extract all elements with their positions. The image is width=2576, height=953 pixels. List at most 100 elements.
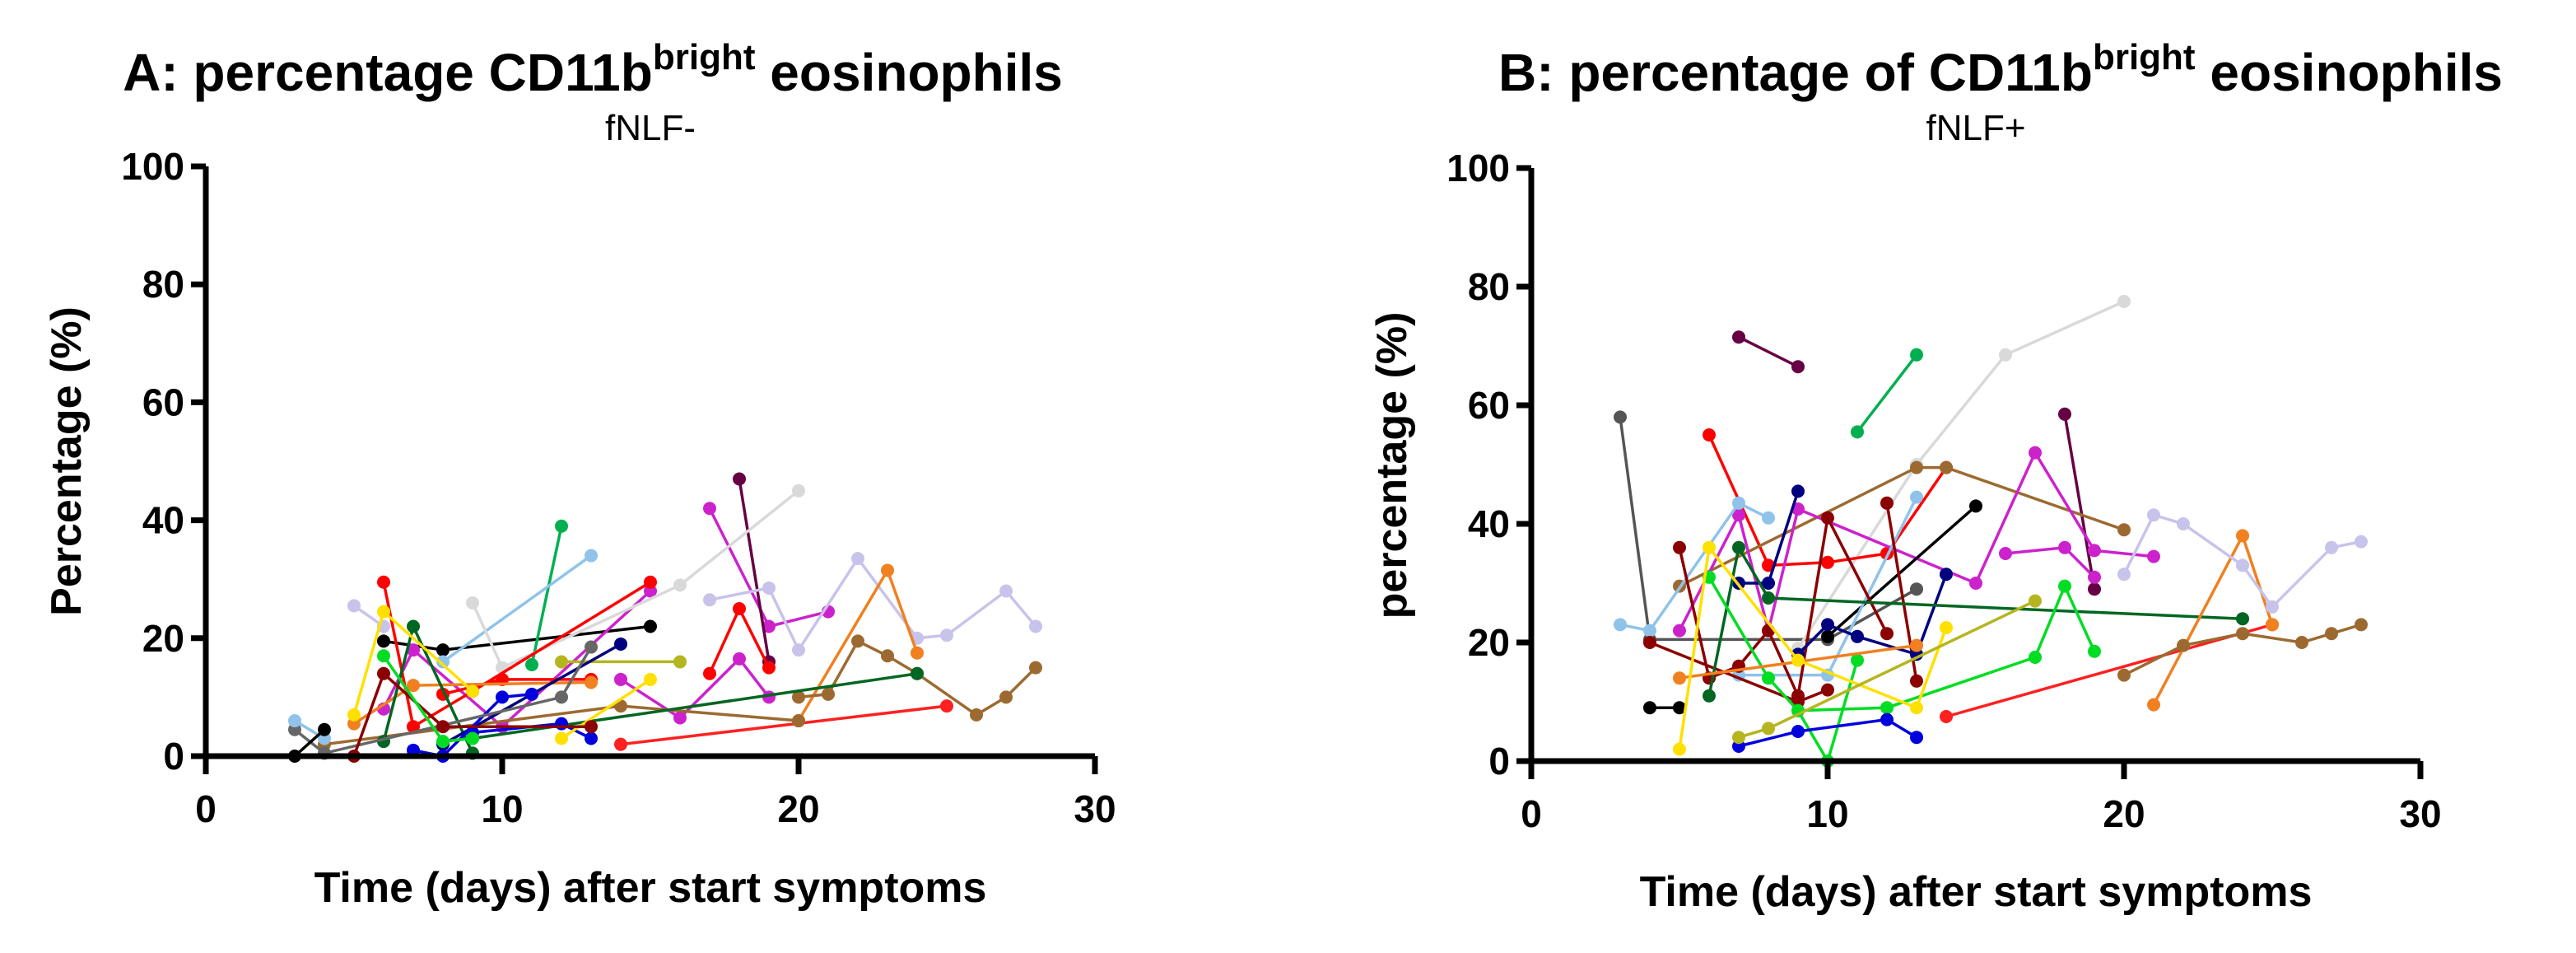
- panel-b-data-point: [1821, 618, 1834, 632]
- panel-a-data-point: [614, 737, 627, 751]
- panel-a-title: A: percentage CD11bbright eosinophils: [123, 37, 1063, 102]
- panel-b-y-tick-label: 20: [1468, 621, 1510, 664]
- panel-a-y-tick-label: 40: [142, 499, 184, 542]
- panel-b-series-line-2: [1856, 353, 1918, 433]
- panel-a-data-point: [1029, 619, 1042, 633]
- panel-b-data-point: [1821, 629, 1834, 643]
- panel-a-data-point: [614, 672, 627, 686]
- panel-a-data-point: [733, 602, 746, 615]
- panel-b-data-point: [1910, 582, 1923, 596]
- panel-b-data-point: [1643, 624, 1656, 638]
- panel-b-data-point: [1791, 725, 1805, 738]
- panel-a-series-line-1: [530, 526, 563, 666]
- panel-a-data-point: [585, 549, 598, 563]
- panel-a-data-point: [851, 552, 864, 566]
- panel-b-data-point: [1673, 540, 1686, 554]
- panel-a-data-point: [288, 714, 301, 728]
- panel-a-x-tick-label: 20: [777, 787, 819, 830]
- panel-b-x-tick-label: 10: [1806, 792, 1848, 835]
- panel-b-data-point: [1969, 499, 1982, 513]
- panel-a-x-tick-label: 10: [481, 787, 523, 830]
- panel-a-data-point: [762, 581, 776, 595]
- panel-b-data-point: [1673, 671, 1686, 685]
- panel-b-series-line-11: [1619, 501, 1769, 633]
- panel-b-data-point: [1910, 490, 1923, 504]
- panel-a-data-point: [792, 643, 805, 657]
- panel-b-data-point: [1851, 425, 1864, 439]
- panel-a-data-point: [999, 584, 1013, 598]
- panel-a-data-point: [673, 655, 687, 669]
- panel-b-axes: [1528, 168, 2420, 764]
- panel-a-data-point: [525, 687, 538, 701]
- panel-a-data-point: [318, 722, 331, 736]
- panel-a-y-tick-label: 80: [142, 263, 184, 306]
- panel-b-data-point: [1703, 428, 1716, 441]
- panel-b-data-point: [2058, 540, 2071, 554]
- panel-b-data-point: [2266, 600, 2279, 614]
- panel-a-data-point: [555, 690, 568, 704]
- panel-a-data-point: [703, 666, 716, 680]
- panel-b-series-line-1: [1738, 335, 1799, 368]
- panel-a-axes: [203, 166, 1095, 759]
- panel-b-data-point: [1880, 496, 1894, 510]
- panel-a-data-point: [970, 708, 983, 722]
- panel-b-data-point: [2088, 544, 2101, 558]
- panel-b-data-point: [2029, 446, 2042, 460]
- panel-a-data-point: [377, 575, 390, 589]
- panel-b-data-point: [1821, 555, 1834, 569]
- panel-a-series-line-9: [709, 556, 1037, 653]
- panel-a-data-point: [673, 578, 687, 592]
- panel-b-data-point: [1880, 701, 1894, 715]
- panel-a-x-tick-label: 0: [195, 787, 217, 830]
- panel-b-data-point: [1762, 722, 1775, 736]
- panel-a-x-tick-label: 30: [1074, 787, 1116, 830]
- panel-a-x-axis-label: Time (days) after start symptoms: [314, 864, 987, 912]
- panel-a-data-point: [673, 711, 687, 725]
- panel-b-data-point: [1762, 577, 1775, 590]
- panel-b-x-tick-label: 0: [1521, 792, 1542, 835]
- panel-b-data-point: [1703, 689, 1716, 703]
- panel-a-data-point: [585, 640, 598, 654]
- panel-a-data-point: [436, 655, 450, 669]
- panel-a-data-point: [436, 643, 450, 657]
- panel-a-data-point: [555, 731, 568, 745]
- panel-b-data-point: [1791, 360, 1805, 374]
- panel-a-data-point: [377, 605, 390, 619]
- panel-b-data-point: [1880, 627, 1894, 641]
- panel-a-data-point: [940, 699, 953, 713]
- panel-b-data-point: [1791, 484, 1805, 498]
- panel-a-series-line-29: [293, 728, 326, 758]
- panel-a-data-point: [644, 672, 657, 686]
- panel-a-data-point: [762, 619, 776, 633]
- panel-a-data-point: [703, 502, 716, 516]
- panel-b-series-line-4: [2063, 413, 2096, 590]
- panel-b-y-tick-label: 100: [1446, 147, 1510, 189]
- panel-a-data-point: [703, 593, 716, 607]
- panel-b-series-line-21: [1945, 623, 2273, 718]
- panel-b-data-point: [2058, 407, 2071, 421]
- panel-a-data-point: [466, 684, 479, 698]
- panel-b-data-point: [2117, 523, 2131, 537]
- panel-a-data-point: [585, 731, 598, 745]
- panel-b-data-point: [2029, 594, 2042, 608]
- panel-a-y-tick-label: 0: [163, 735, 184, 778]
- panel-b-data-point: [1969, 577, 1982, 590]
- panel-b: B: percentage of CD11bbright eosinophils…: [1368, 37, 2503, 916]
- panel-a-data-point: [1029, 661, 1042, 675]
- panel-b-data-point: [1762, 591, 1775, 605]
- panel-b-data-point: [1732, 496, 1745, 510]
- panel-b-x-tick-label: 20: [2103, 792, 2145, 835]
- panel-b-data-point: [1910, 701, 1923, 715]
- panel-b-data-point: [2117, 568, 2131, 582]
- panel-a-series-line-4: [708, 507, 829, 628]
- panel-b-series-line-22: [2152, 531, 2274, 706]
- panel-b-data-point: [1999, 547, 2012, 560]
- panel-b-y-axis-label: percentage (%): [1368, 312, 1416, 619]
- panel-a-data-point: [940, 628, 953, 642]
- panel-a-series-line-2: [441, 554, 593, 663]
- panel-b-data-point: [1821, 511, 1834, 525]
- panel-b-data-point: [2325, 627, 2338, 641]
- panel-a-y-tick-label: 100: [121, 145, 184, 188]
- panel-a-data-point: [555, 519, 568, 533]
